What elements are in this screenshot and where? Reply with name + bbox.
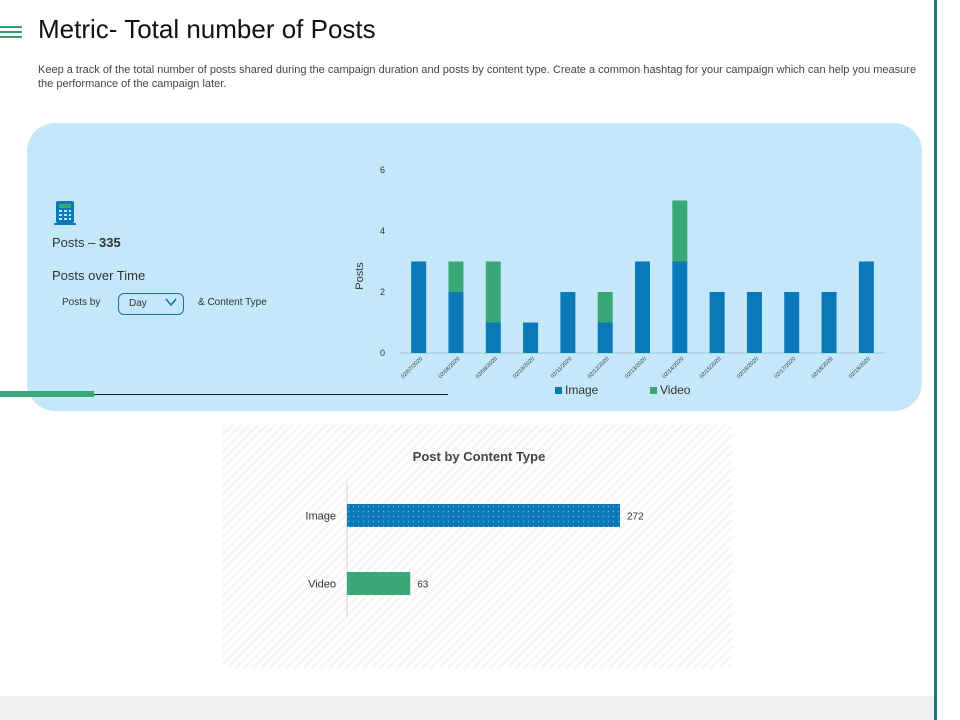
bar-video-1 [448,261,464,292]
y-tick-label: 2 [380,287,385,297]
x-tick-label: 02/14/2020 [662,356,686,380]
x-tick-label: 02/19/2020 [848,356,872,380]
posts-by-label: Posts by [62,297,101,308]
y-tick-label: 4 [380,226,385,236]
category-label: Video [308,579,336,591]
bar-image-11 [821,292,837,353]
legend-label-video: Video [660,383,691,397]
bar-image-10 [784,292,800,353]
posts-over-time-chart: 0 2 4 6 Posts 02/07/2020 02/08/2020 02/09/2020 0… [354,165,885,397]
bar-image-12 [858,261,874,353]
page-description: Keep a track of the total number of post… [38,64,917,90]
y-axis-title: Posts [354,262,366,290]
right-border-line [934,0,937,720]
bar-video-5 [597,292,613,323]
data-label: 63 [417,580,429,591]
bar-image [347,504,620,527]
x-tick-label: 02/17/2020 [773,356,797,380]
chevron-down-icon [165,298,177,307]
posts-over-time-heading: Posts over Time [52,268,146,283]
footer-band [0,696,934,720]
y-tick-label: 6 [380,165,385,175]
bar-image-1 [448,292,464,353]
x-tick-label: 02/16/2020 [736,356,760,380]
bar-image-3 [523,322,539,353]
x-tick-label: 02/12/2020 [587,356,611,380]
bar-video-7 [672,200,688,262]
posts-over-time-panel [27,123,922,411]
chart-title: Post by Content Type [413,449,546,464]
x-tick-label: 02/11/2020 [550,356,573,379]
x-tick-label: 02/10/2020 [512,356,536,380]
data-label: 272 [627,512,644,523]
x-tick-label: 02/13/2020 [624,356,648,380]
posts-total: Posts – 335 [52,235,121,250]
bar-image-4 [560,292,576,353]
bar-image-8 [709,292,725,353]
period-dropdown-value: Day [129,298,147,309]
calculator-icon [54,201,76,225]
content-type-chart-box: Post by Content Type Image 272 Video 63 [222,425,732,668]
legend-swatch-video [650,387,657,394]
bar-video [347,572,411,595]
x-tick-label: 02/07/2020 [400,356,424,380]
category-label: Image [305,511,336,523]
legend-swatch-image [555,387,562,394]
page-title: Metric- Total number of Posts [38,14,376,44]
x-tick-label: 02/09/2020 [475,356,499,380]
bar-image-0 [411,261,427,353]
accent-line [94,394,448,395]
bar-image-6 [635,261,650,353]
bar-image-5 [597,322,613,353]
y-tick-label: 0 [380,348,385,358]
bar-image-7 [672,261,688,353]
content-type-chart: Post by Content Type Image 272 Video 63 [305,449,644,617]
accent-bar [0,391,94,397]
posts-label: Posts – [52,235,96,250]
x-tick-label: 02/15/2020 [699,356,723,380]
content-type-label: & Content Type [198,297,267,308]
bar-image-2 [485,322,501,353]
period-dropdown[interactable]: Day [118,293,184,315]
legend-label-image: Image [565,383,599,397]
bar-image-9 [746,292,762,353]
posts-value: 335 [98,235,121,250]
bar-video-2 [485,261,501,323]
x-tick-label: 02/08/2020 [438,356,462,380]
menu-icon[interactable] [0,26,22,40]
x-tick-label: 02/18/2020 [811,356,835,380]
